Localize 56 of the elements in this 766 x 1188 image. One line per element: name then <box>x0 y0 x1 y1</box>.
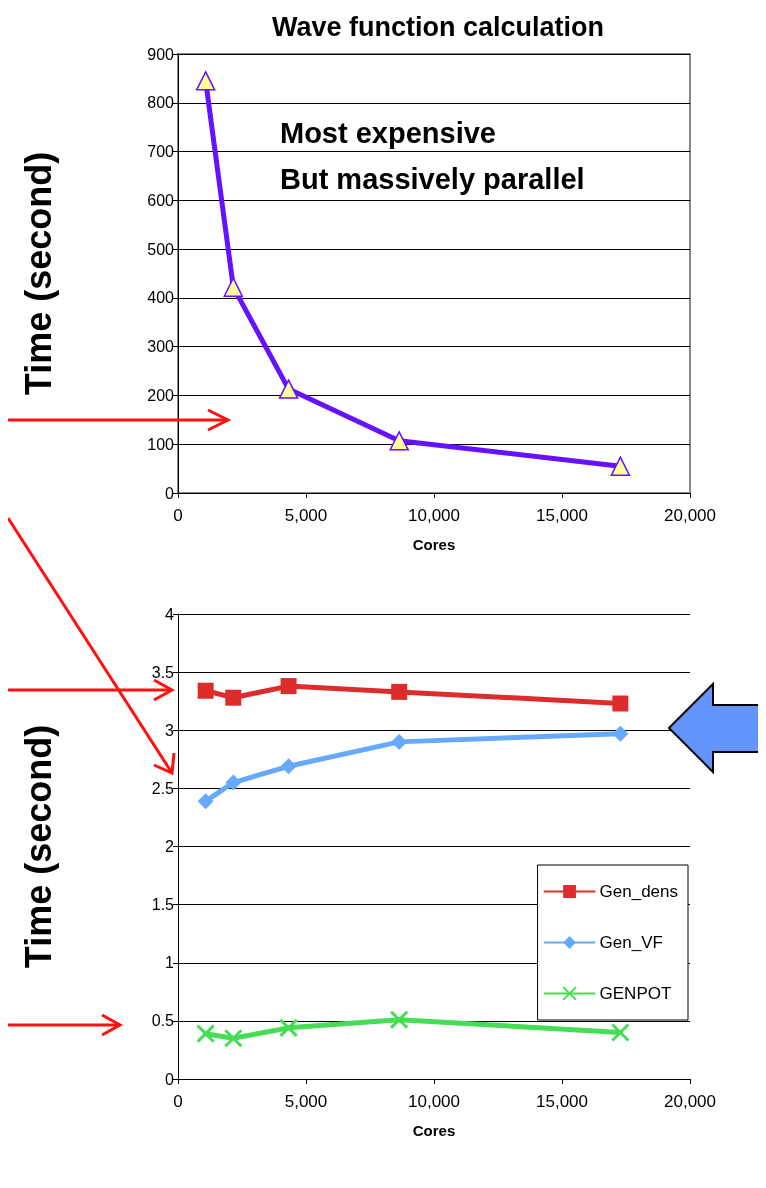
point <box>280 758 297 775</box>
point <box>391 683 408 700</box>
point <box>197 682 214 699</box>
point <box>225 689 242 706</box>
y-tick-label: 2 <box>165 838 175 855</box>
legend-label: GENPOT <box>599 984 672 1003</box>
point <box>223 277 244 297</box>
y-tick-label: 700 <box>147 143 175 161</box>
x-axis-title: Cores <box>412 1122 456 1139</box>
y-tick-label: 300 <box>147 338 175 356</box>
y-tick-label: 0 <box>165 484 175 502</box>
point <box>389 1010 409 1030</box>
x-axis-title: Cores <box>412 536 456 553</box>
chart-title: Wave function calculation <box>271 11 605 42</box>
y-tick-label: 400 <box>147 289 175 307</box>
point <box>197 793 214 810</box>
x-tick-label: 20,000 <box>664 1092 716 1111</box>
point <box>278 379 299 399</box>
x-tick-label: 10,000 <box>408 506 460 525</box>
point <box>612 725 629 742</box>
annotation: But massively parallel <box>280 162 585 195</box>
point <box>389 431 409 451</box>
y-tick-label: 100 <box>147 435 175 453</box>
legend-label: Gen_dens <box>599 882 678 901</box>
point <box>280 678 297 695</box>
annotation: Most expensive <box>280 116 496 149</box>
legend-label: Gen_VF <box>599 933 663 952</box>
y-tick-label: 200 <box>147 386 175 404</box>
x-tick-label: 5,000 <box>284 1092 328 1111</box>
point <box>610 1023 630 1042</box>
point <box>195 71 216 91</box>
y-tick-label: 1.5 <box>151 896 175 914</box>
y-tick-label: 900 <box>147 45 175 63</box>
y-tick-label: 3 <box>165 721 175 739</box>
point <box>610 456 631 476</box>
y-tick-label: 500 <box>147 240 175 258</box>
x-tick-label: 15,000 <box>536 506 588 525</box>
y-tick-label: 1 <box>165 954 175 972</box>
point <box>225 774 242 791</box>
x-tick-label: 20,000 <box>664 506 716 525</box>
y-tick-label: 0.5 <box>151 1012 175 1030</box>
y-tick-label: 600 <box>147 191 175 209</box>
point <box>279 1018 299 1038</box>
y-axis-title: Time (second) <box>17 151 59 396</box>
y-tick-label: 3.5 <box>151 663 175 681</box>
y-tick-label: 4 <box>165 605 175 623</box>
y-axis-title: Time (second) <box>17 724 59 969</box>
x-tick-label: 10,000 <box>408 1092 460 1111</box>
point <box>223 1028 243 1048</box>
point <box>612 695 629 712</box>
y-tick-label: 2.5 <box>151 779 175 797</box>
x-tick-label: 5,000 <box>284 506 328 525</box>
point <box>196 1024 216 1044</box>
y-tick-label: 800 <box>147 94 175 112</box>
x-tick-label: 15,000 <box>536 1092 588 1111</box>
y-tick-label: 0 <box>165 1070 175 1088</box>
